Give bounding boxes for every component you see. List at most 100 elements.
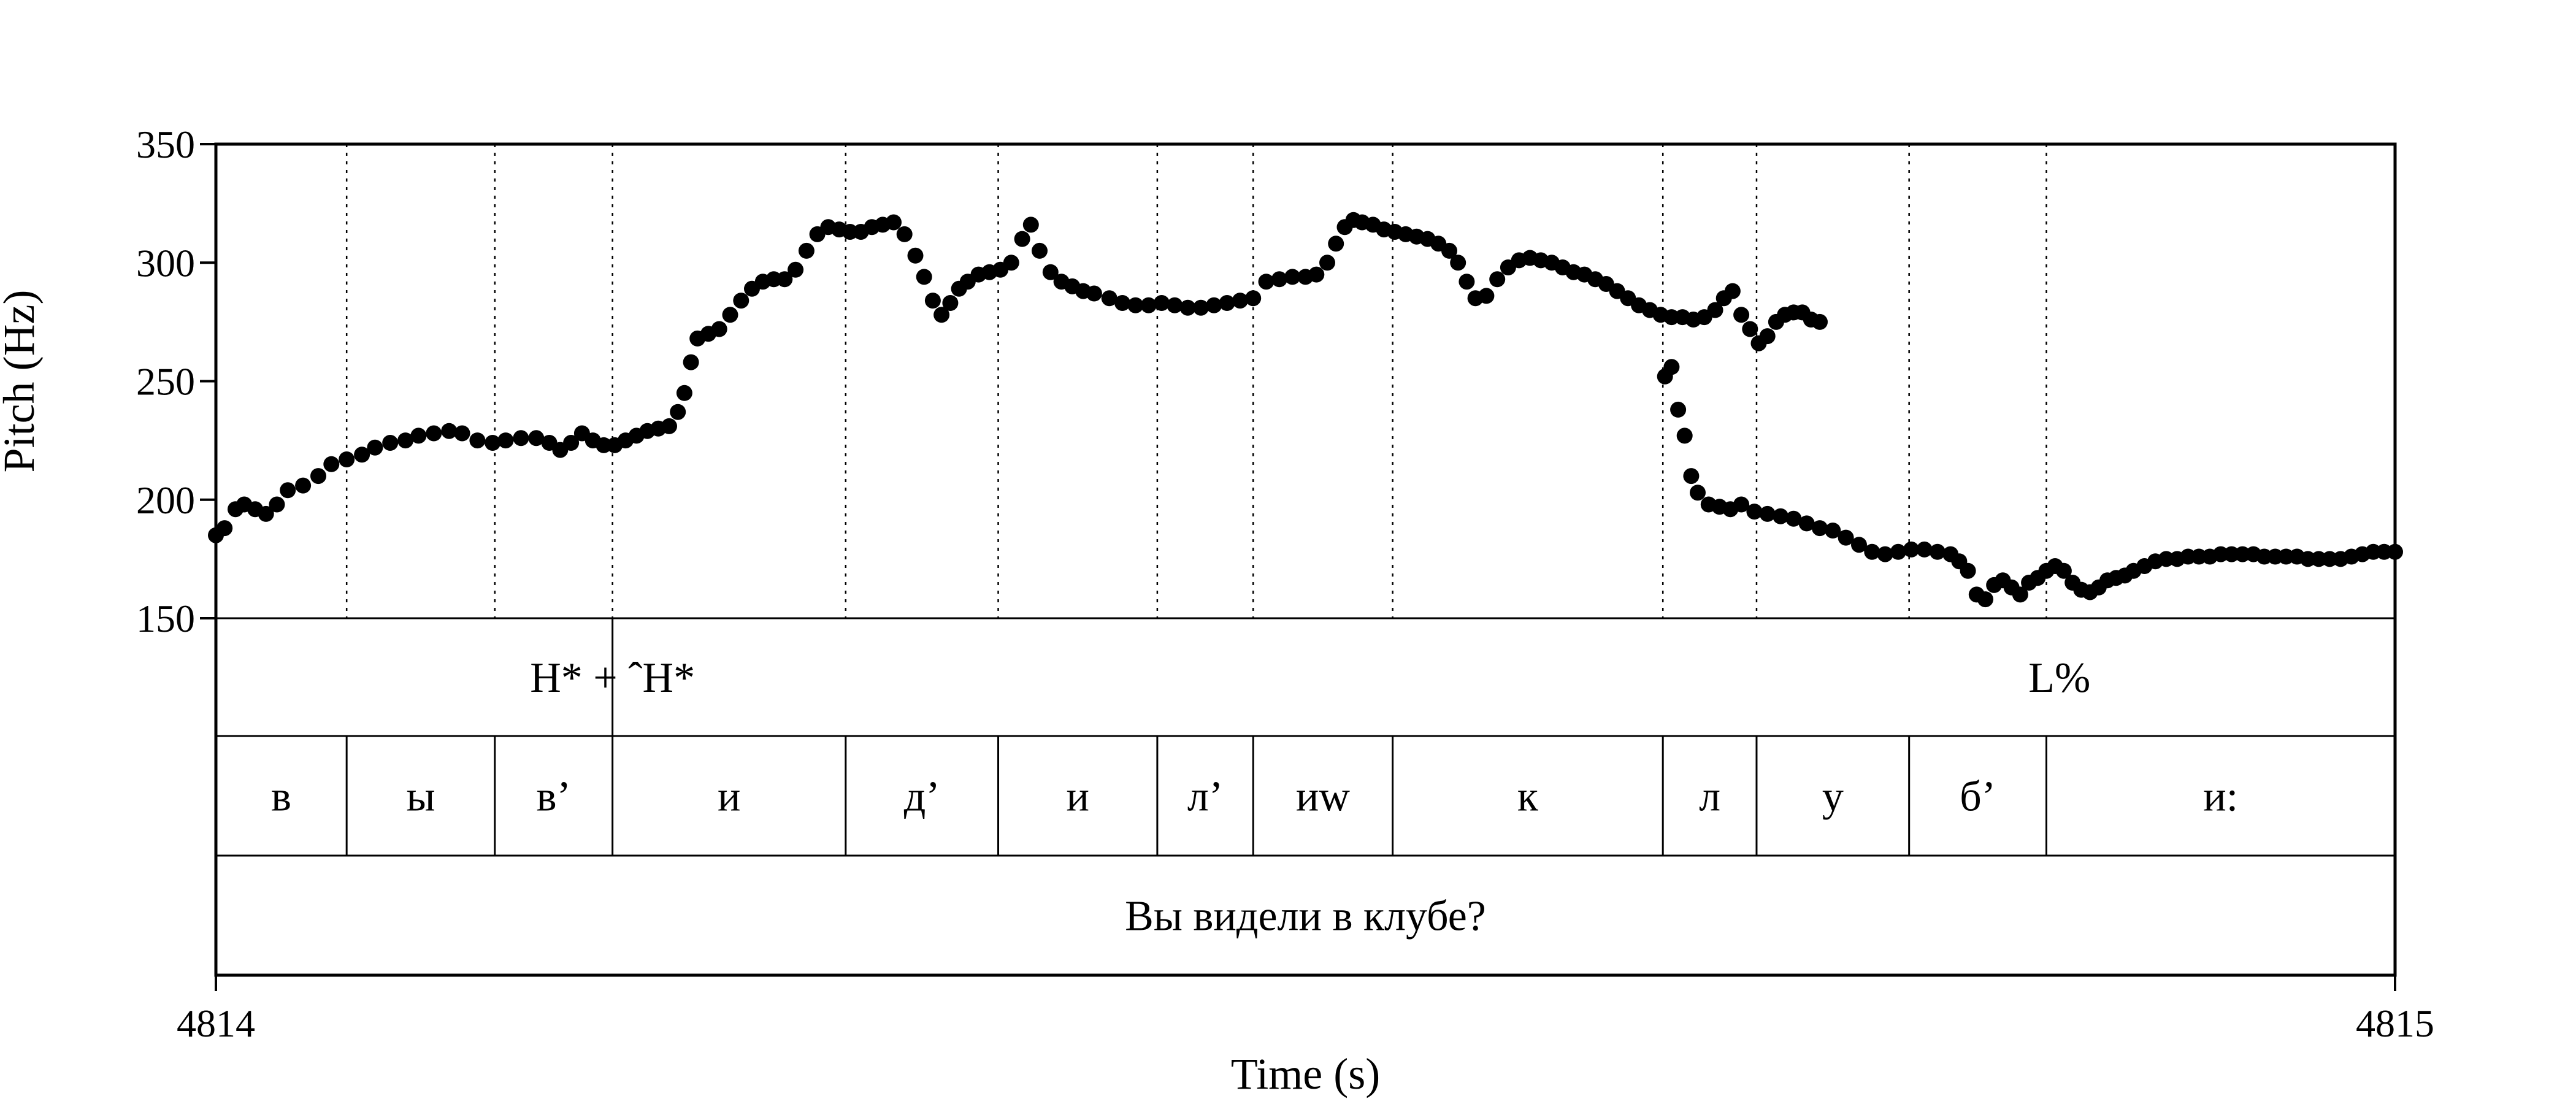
pitch-point: [1167, 297, 1183, 313]
pitch-point: [1773, 508, 1789, 524]
segment-label: к: [1517, 773, 1539, 821]
pitch-track: [208, 212, 2403, 608]
tier-boundaries: [345, 618, 2048, 856]
pitch-point: [1759, 505, 1776, 522]
pitch-point: [1258, 274, 1275, 290]
y-axis-title: Pitch (Hz): [0, 290, 44, 473]
pitch-point: [1114, 295, 1130, 311]
pitch-point: [1193, 299, 1209, 316]
pitch-point: [528, 430, 545, 447]
pitch-point: [269, 496, 285, 513]
pitch-point: [1206, 297, 1222, 313]
x-axis-title: Time (s): [1231, 1049, 1380, 1098]
pitch-point: [1864, 543, 1880, 560]
pitch-point: [295, 477, 312, 494]
pitch-point: [354, 447, 370, 463]
pitch-point: [1746, 504, 1763, 520]
pitch-point: [1812, 520, 1828, 537]
pitch-point: [382, 435, 399, 451]
axis-ticks: [200, 143, 2396, 991]
pitch-point: [670, 404, 686, 420]
pitch-point: [1733, 307, 1750, 323]
pitch-point: [1014, 231, 1030, 247]
pitch-point: [1877, 546, 1893, 562]
pitch-point: [776, 271, 793, 288]
pitch-point: [1707, 302, 1723, 318]
pitch-point: [788, 261, 804, 278]
pitch-point: [2191, 548, 2207, 565]
pitch-point: [683, 354, 699, 370]
pitch-point: [2234, 546, 2251, 562]
y-tick-label: 300: [136, 241, 195, 285]
pitch-point: [1683, 468, 1700, 485]
pitch-point: [426, 425, 442, 442]
pitch-point: [1450, 255, 1466, 271]
pitch-point: [1328, 236, 1344, 252]
pitch-point: [2055, 562, 2072, 579]
pitch-point: [1670, 401, 1687, 418]
pitch-point: [1478, 288, 1495, 304]
pitch-point: [841, 224, 858, 240]
tone-label: L%: [2028, 654, 2090, 702]
pitch-point: [2321, 551, 2338, 567]
pitch-point: [1812, 313, 1828, 330]
pitch-point: [1977, 591, 1993, 608]
x-tick-label-start: 4814: [177, 1002, 255, 1045]
segment-label: б’: [1960, 773, 1996, 821]
pitch-point: [1929, 543, 1945, 560]
pitch-point: [733, 293, 749, 309]
pitch-point: [1759, 328, 1776, 345]
pitch-point: [441, 423, 458, 439]
pitch-point: [1022, 217, 1039, 233]
pitch-point: [2158, 551, 2174, 567]
pitch-point: [410, 427, 427, 444]
pitch-point: [1042, 264, 1059, 280]
pitch-point: [596, 437, 612, 453]
pitch-point: [1032, 242, 1048, 259]
pitch-point: [280, 482, 296, 499]
pitch-point: [2223, 546, 2240, 562]
pitch-point: [2310, 551, 2327, 567]
pitch-point: [1441, 242, 1457, 259]
pitch-point: [1890, 543, 1906, 560]
pitch-point: [339, 451, 355, 467]
pitch-point: [1724, 283, 1741, 299]
pitch-point: [1916, 541, 1933, 558]
chart-frame: [214, 142, 2397, 977]
pitch-point: [798, 242, 815, 259]
segment-label: л: [1699, 773, 1720, 821]
pitch-point: [1086, 285, 1102, 302]
pitch-point: [1232, 293, 1248, 309]
pitch-point: [217, 520, 233, 537]
pitch-point: [2278, 548, 2294, 565]
pitch-point: [485, 435, 501, 451]
pitch-point: [1271, 271, 1287, 288]
pitch-point: [661, 418, 677, 434]
pitch-point: [323, 456, 340, 472]
pitch-point: [1798, 515, 1815, 532]
y-tick-label: 200: [136, 478, 195, 522]
segment-label: д’: [904, 773, 940, 821]
pitch-point: [886, 214, 902, 231]
pitch-point: [1179, 299, 1196, 316]
segment-label: в’: [537, 773, 571, 821]
pitch-point: [1676, 427, 1693, 444]
segment-label: и: [718, 773, 740, 821]
pitch-point: [676, 385, 692, 401]
segment-label: в: [271, 773, 291, 821]
pitch-point: [2012, 586, 2028, 603]
pitch-point: [1154, 295, 1170, 311]
y-tick-label: 350: [136, 123, 195, 166]
pitch-point: [310, 468, 326, 485]
pitch-point: [1245, 290, 1262, 307]
segment-label: ы: [406, 773, 435, 821]
pitch-point: [1851, 537, 1867, 553]
pitch-point: [916, 269, 932, 285]
pitch-point: [1663, 309, 1680, 326]
pitch-point: [1003, 255, 1019, 271]
pitch-point: [924, 293, 941, 309]
y-tick-label: 250: [136, 360, 195, 404]
pitch-point: [722, 307, 738, 323]
pitch-point: [1903, 541, 1920, 558]
